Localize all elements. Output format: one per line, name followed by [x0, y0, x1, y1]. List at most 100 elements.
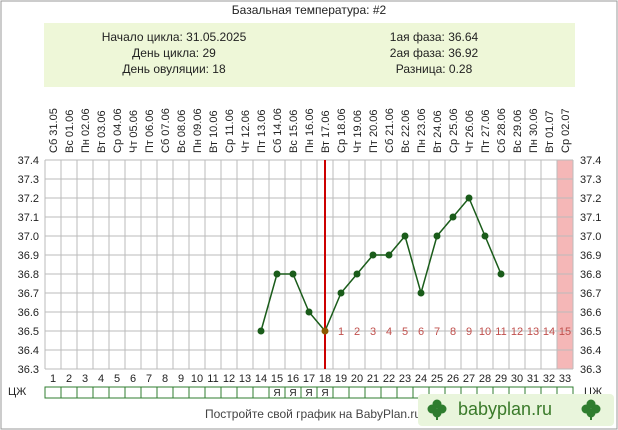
temperature-point	[385, 251, 393, 259]
day-number: 18	[319, 373, 331, 385]
date-label: Пн 23.06	[416, 108, 428, 153]
luteal-day-label: 15	[559, 326, 571, 338]
clover-icon	[581, 399, 601, 420]
y-tick-label-left: 36.9	[18, 250, 39, 262]
cm-cell	[204, 386, 222, 399]
date-label: Пн 16.06	[304, 108, 316, 153]
day-number: 19	[335, 373, 347, 385]
cm-cell	[364, 386, 382, 399]
date-label: Сб 31.05	[48, 108, 60, 153]
y-tick-label-left: 37.1	[18, 212, 39, 224]
clover-icon	[427, 399, 447, 420]
y-tick-label-left: 37.0	[18, 231, 39, 243]
day-number: 26	[447, 373, 459, 385]
luteal-day-label: 9	[466, 326, 472, 338]
day-number: 22	[383, 373, 395, 385]
day-number: 29	[495, 373, 507, 385]
y-tick-label-left: 36.7	[18, 288, 39, 300]
cm-cell	[124, 386, 142, 399]
cm-value: Я	[273, 388, 280, 399]
day-number: 31	[527, 373, 539, 385]
date-label: Пн 02.06	[80, 108, 92, 153]
temperature-point	[433, 232, 441, 240]
luteal-day-label: 11	[495, 326, 506, 338]
phase2-average: 2ая фаза: 36.92	[389, 46, 479, 60]
cm-cell	[252, 386, 270, 399]
y-tick-label-left: 37.2	[18, 193, 39, 205]
cm-cell	[108, 386, 126, 399]
date-label: Сб 14.06	[272, 108, 284, 153]
day-number: 17	[303, 373, 315, 385]
cm-cell	[332, 386, 350, 399]
cm-cell	[396, 386, 414, 399]
day-number: 20	[351, 373, 363, 385]
y-tick-label-right: 37.4	[580, 155, 601, 167]
date-label: Сб 07.06	[160, 108, 172, 153]
date-label: Пт 06.06	[144, 109, 156, 153]
temperature-point	[369, 251, 377, 259]
y-tick-label-left: 36.4	[18, 345, 39, 357]
y-tick-label-left: 36.3	[18, 364, 39, 376]
date-label: Сб 21.06	[384, 108, 396, 153]
y-tick-label-left: 37.3	[18, 174, 39, 186]
date-label: Ср 02.07	[560, 108, 572, 153]
day-number: 12	[223, 373, 235, 385]
temperature-point	[449, 213, 457, 221]
cycle-info-panel: Начало цикла: 31.05.2025 День цикла: 29 …	[44, 23, 575, 87]
cm-cell	[76, 386, 94, 399]
cm-cell	[156, 386, 174, 399]
ovulation-point	[321, 327, 329, 335]
temperature-point	[465, 194, 473, 202]
ovulation-day: День овуляции: 18	[122, 62, 226, 76]
temperature-point	[401, 232, 409, 240]
y-tick-label-left: 36.6	[18, 307, 39, 319]
day-number: 10	[191, 373, 203, 385]
y-tick-label-right: 36.6	[580, 307, 601, 319]
y-tick-label-right: 36.3	[580, 364, 601, 376]
cycle-day: День цикла: 29	[132, 46, 216, 60]
day-number: 6	[130, 373, 136, 385]
luteal-day-label: 8	[450, 326, 456, 338]
day-number: 28	[479, 373, 491, 385]
cm-cell	[380, 386, 398, 399]
date-label: Вс 15.06	[288, 110, 300, 153]
date-label: Вс 01.06	[64, 110, 76, 153]
temperature-point	[289, 270, 297, 278]
luteal-day-label: 12	[511, 326, 523, 338]
luteal-day-label: 7	[434, 326, 440, 338]
babyplan-logo[interactable]: babyplan.ru	[418, 394, 614, 426]
day-number: 15	[271, 373, 283, 385]
date-label: Ср 04.06	[112, 108, 124, 153]
day-number: 24	[415, 373, 427, 385]
cycle-start: Начало цикла: 31.05.2025	[101, 30, 247, 44]
day-number: 33	[559, 373, 571, 385]
day-number: 8	[162, 373, 168, 385]
date-label: Вт 01.07	[544, 110, 556, 153]
y-tick-label-right: 37.1	[580, 212, 601, 224]
date-label: Вс 22.06	[400, 110, 412, 153]
luteal-day-label: 10	[479, 326, 491, 338]
day-number: 9	[178, 373, 184, 385]
date-label: Пн 09.06	[192, 108, 204, 153]
date-label: Пт 13.06	[256, 109, 268, 153]
y-tick-label-left: 36.8	[18, 269, 39, 281]
y-tick-label-right: 37.3	[580, 174, 601, 186]
luteal-day-label: 5	[402, 326, 408, 338]
footer-note: Постройте свой график на BabyPlan.ru	[205, 407, 422, 421]
day-number: 16	[287, 373, 299, 385]
date-label: Вт 24.06	[432, 110, 444, 153]
date-label: Вс 08.06	[176, 110, 188, 153]
cm-value: Я	[289, 388, 296, 399]
y-tick-label-right: 37.0	[580, 231, 601, 243]
day-number: 14	[255, 373, 267, 385]
cm-value: Я	[305, 388, 312, 399]
cm-row-label: ЦЖ	[8, 386, 26, 398]
date-label: Сб 28.06	[496, 108, 508, 153]
y-tick-label-right: 36.5	[580, 326, 601, 338]
y-tick-label-right: 36.8	[580, 269, 601, 281]
date-label: Пт 27.06	[480, 109, 492, 153]
cm-value: Я	[321, 388, 328, 399]
date-label: Ср 25.06	[448, 108, 460, 153]
